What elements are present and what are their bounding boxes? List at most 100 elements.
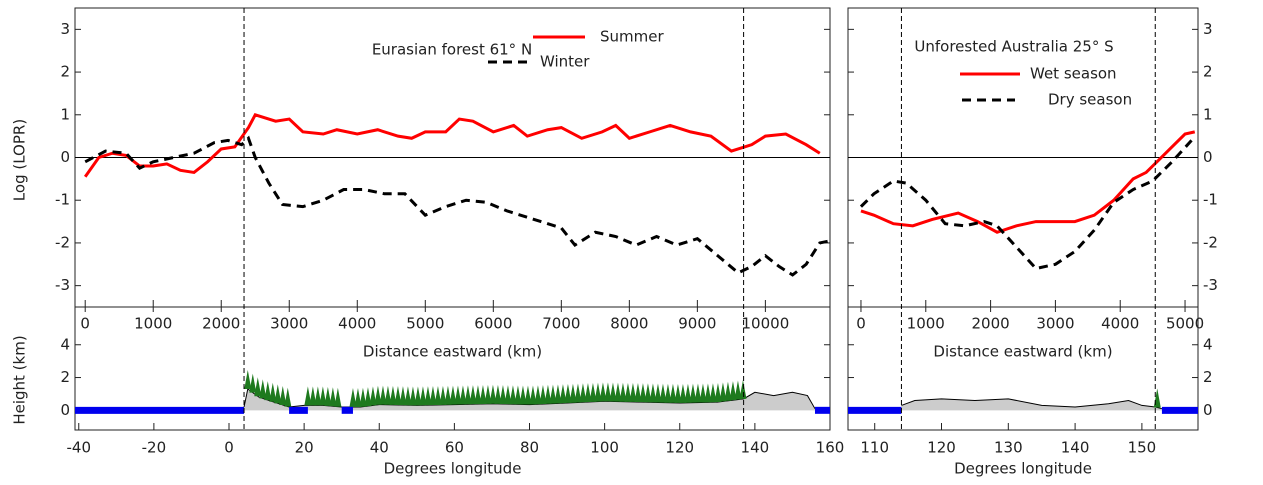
x-tick-label: 2000 <box>202 315 240 333</box>
y-tick-label: 2 <box>1203 63 1213 81</box>
tree <box>334 387 342 407</box>
chart-title: Eurasian forest 61° N <box>372 41 532 59</box>
x-tick-label: 1000 <box>134 315 172 333</box>
y-tick-label: 0 <box>1203 401 1213 419</box>
tree <box>499 385 507 405</box>
legend-label: Winter <box>540 53 590 71</box>
x-tick-label: 2000 <box>971 315 1009 333</box>
x-tick-label: 150 <box>1128 439 1157 457</box>
forest <box>304 386 342 407</box>
tree <box>654 383 662 403</box>
tree <box>624 382 632 402</box>
y-tick-label: -2 <box>1203 233 1218 251</box>
x-tick-label: 6000 <box>474 315 512 333</box>
tree <box>709 383 717 403</box>
x-tick-label: 120 <box>665 439 694 457</box>
tree <box>659 383 667 403</box>
y-tick-label: 4 <box>1203 335 1213 353</box>
tree <box>589 382 597 402</box>
tree <box>414 386 422 406</box>
series-line <box>860 130 1196 234</box>
tree <box>529 385 537 405</box>
tree <box>469 385 477 405</box>
tree <box>669 383 677 403</box>
tree <box>509 385 517 405</box>
x-axis-label: Distance eastward (km) <box>363 343 542 361</box>
x-tick-label: 3000 <box>270 315 308 333</box>
terrain-area <box>901 398 1162 411</box>
forest <box>349 379 747 408</box>
tree <box>644 383 652 403</box>
x-tick-label: 1000 <box>907 315 945 333</box>
tree <box>664 383 672 403</box>
tree <box>324 386 332 406</box>
x-tick-label: 4000 <box>1101 315 1139 333</box>
tree <box>554 384 562 404</box>
x-tick-label: 5000 <box>406 315 444 333</box>
tree <box>564 383 572 403</box>
tree <box>319 386 327 406</box>
tree <box>309 386 317 406</box>
x-tick-label: 120 <box>927 439 956 457</box>
tree <box>514 385 522 405</box>
tree <box>619 382 627 402</box>
tree <box>599 382 607 402</box>
tree <box>544 384 552 404</box>
tree <box>729 381 737 401</box>
tree <box>699 383 707 403</box>
x-axis-label: Degrees longitude <box>954 460 1092 478</box>
tree <box>314 386 322 406</box>
tree <box>594 382 602 402</box>
tree <box>704 383 712 403</box>
y-tick-label: 1 <box>60 105 70 123</box>
tree <box>609 382 617 402</box>
tree <box>584 383 592 403</box>
x-axis-label: Degrees longitude <box>384 460 522 478</box>
tree <box>684 383 692 403</box>
tree <box>679 383 687 403</box>
tree <box>264 381 272 401</box>
tree <box>719 382 727 402</box>
series-line <box>83 112 821 178</box>
x-tick-label: 100 <box>590 439 619 457</box>
y-axis-label: Log (LOPR) <box>11 119 29 201</box>
tree <box>429 386 437 406</box>
tree <box>739 379 747 399</box>
y-tick-label: -1 <box>1203 191 1218 209</box>
tree <box>579 383 587 403</box>
tree <box>649 383 657 403</box>
x-tick-label: 5000 <box>1166 315 1204 333</box>
legend-label: Summer <box>600 28 664 46</box>
tree <box>519 385 527 405</box>
tree <box>284 387 292 407</box>
tree <box>249 373 257 393</box>
tree <box>694 383 702 403</box>
tree <box>574 383 582 403</box>
series-line <box>84 135 831 277</box>
y-tick-label: -3 <box>1203 276 1218 294</box>
right-panel-frame <box>847 7 1199 431</box>
tree <box>524 385 532 405</box>
tree <box>724 381 732 401</box>
tree <box>559 384 567 404</box>
tree <box>279 385 287 405</box>
x-tick-label: 60 <box>445 439 464 457</box>
tree <box>244 370 252 390</box>
tree <box>424 386 432 406</box>
tree <box>374 385 382 405</box>
x-tick-label: -40 <box>67 439 92 457</box>
tree <box>534 385 542 405</box>
y-tick-label: -1 <box>55 191 70 209</box>
y-tick-label: 2 <box>60 63 70 81</box>
y-tick-label: 1 <box>1203 105 1213 123</box>
tree <box>614 382 622 402</box>
y-tick-label: 0 <box>60 401 70 419</box>
x-tick-label: 140 <box>741 439 770 457</box>
x-tick-label: 0 <box>856 315 866 333</box>
tree <box>539 385 547 405</box>
x-tick-label: 9000 <box>678 315 716 333</box>
tree <box>394 385 402 405</box>
tree <box>329 387 337 407</box>
y-tick-label: 3 <box>60 20 70 38</box>
